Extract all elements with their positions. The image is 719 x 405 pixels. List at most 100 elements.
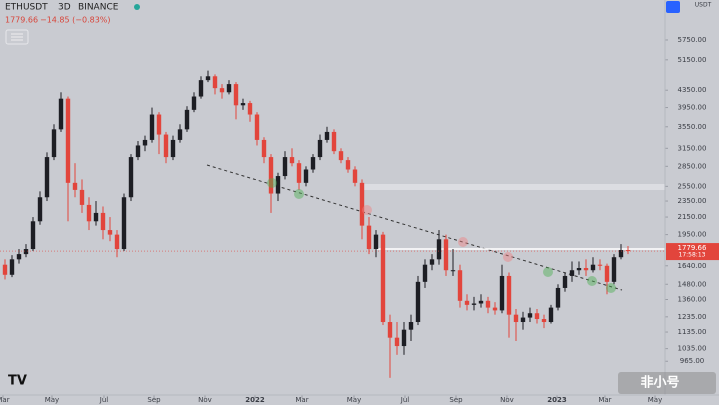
y-tick-label: 3150.00 (678, 144, 707, 152)
candle-body (177, 129, 183, 140)
candle-body (44, 157, 50, 198)
candle-body (310, 157, 316, 170)
y-tick-label: 5150.00 (678, 56, 707, 64)
candle-body (373, 234, 379, 250)
candles (2, 70, 631, 378)
candle-body (429, 259, 435, 265)
candle-body (296, 163, 302, 183)
x-tick-label: Nov (198, 396, 212, 404)
candle-body (275, 176, 281, 194)
watermark: 非小号 (640, 375, 679, 391)
candle-body (86, 204, 92, 222)
candle-body (576, 267, 582, 271)
candle-body (345, 160, 351, 170)
y-tick-label: 1640.00 (678, 262, 707, 270)
markers (267, 178, 616, 293)
candle-body (422, 264, 428, 282)
candle-body (226, 84, 232, 93)
y-tick-label: 1950.00 (678, 231, 707, 239)
candle-body (65, 98, 71, 183)
y-tick-label: 1035.00 (678, 345, 707, 353)
x-tick-label: Mar (295, 396, 308, 404)
candle-body (100, 212, 106, 231)
candle-body (555, 287, 561, 308)
candle-body (338, 151, 344, 161)
x-tick-label: Mar (598, 396, 611, 404)
candle-body (16, 254, 22, 260)
x-tick-label: Mar (0, 396, 10, 404)
candle-body (492, 307, 498, 311)
candle-body (240, 103, 246, 106)
exchange: BINANCE (78, 3, 119, 13)
y-tick-label: 965.00 (680, 357, 705, 365)
interval: 3D (58, 3, 71, 13)
candle-body (450, 270, 456, 272)
y-tick-label: 1135.00 (678, 328, 707, 336)
candle-body (191, 96, 197, 110)
candle-body (163, 134, 169, 158)
candle-body (198, 80, 204, 97)
candle-body (506, 275, 512, 315)
x-tick-label: May (347, 396, 361, 404)
candle-body (303, 169, 309, 183)
y-tick-label: 1480.00 (678, 280, 707, 288)
candle-body (520, 317, 526, 323)
currency-icon[interactable] (666, 1, 680, 13)
watermark-box (618, 372, 716, 394)
status-dot (134, 4, 140, 10)
candle-body (380, 234, 386, 323)
x-tick-label: May (648, 396, 662, 404)
collapse-button[interactable] (5, 29, 29, 45)
change: −14.85 (−0.83%) (40, 16, 111, 25)
x-tick-label: Nov (500, 396, 514, 404)
candle-body (114, 234, 120, 250)
candle-body (548, 307, 554, 323)
axis-layer: 5750.00 5150.00 4350.00 3950.00 3550.00 3150.… (0, 36, 706, 404)
candle-body (254, 114, 260, 140)
x-tick-label: Sep (449, 396, 463, 404)
y-tick-label: 5750.00 (678, 36, 707, 44)
candle-body (261, 139, 267, 158)
candle-body (415, 281, 421, 323)
marker-green (267, 178, 277, 188)
candle-body (23, 249, 29, 255)
price-label: 1779.66 (678, 244, 707, 252)
candle-body (590, 264, 596, 271)
candle-body (324, 131, 330, 140)
candle-body (156, 114, 162, 135)
candle-body (135, 145, 141, 158)
marker-red (503, 252, 513, 262)
candle-body (93, 212, 99, 222)
candle-body (51, 129, 57, 158)
candle-body (142, 139, 148, 146)
collapse-icon (11, 33, 23, 41)
candle-body (541, 319, 547, 323)
candle-body (128, 157, 134, 198)
x-tick-label: Sep (147, 396, 161, 404)
candle-body (583, 267, 589, 271)
candle-body (408, 322, 414, 330)
y-tick-label: 1360.00 (678, 295, 707, 303)
tv-logo: TV (8, 374, 27, 389)
marker-green (587, 276, 597, 286)
last-price-header: 1779.66 (5, 16, 38, 25)
candle-body (443, 239, 449, 271)
candle-body (527, 313, 533, 318)
candle-body (170, 139, 176, 158)
candle-body (317, 139, 323, 158)
x-tick-label: May (45, 396, 59, 404)
symbol: ETHUSDT (5, 3, 48, 13)
y-tick-label: 3550.00 (678, 123, 707, 131)
candle-body (534, 313, 540, 320)
candle-body (611, 257, 617, 282)
y-tick-label: 2550.00 (678, 182, 707, 190)
candle-body (569, 270, 575, 276)
y-tick-label: 2150.00 (678, 213, 707, 221)
y-tick-label: 2850.00 (678, 162, 707, 170)
marker-green (606, 283, 616, 293)
candle-body (485, 300, 491, 308)
candle-body (205, 76, 211, 81)
y-tick-label: 3950.00 (678, 104, 707, 112)
candle-body (212, 76, 218, 89)
